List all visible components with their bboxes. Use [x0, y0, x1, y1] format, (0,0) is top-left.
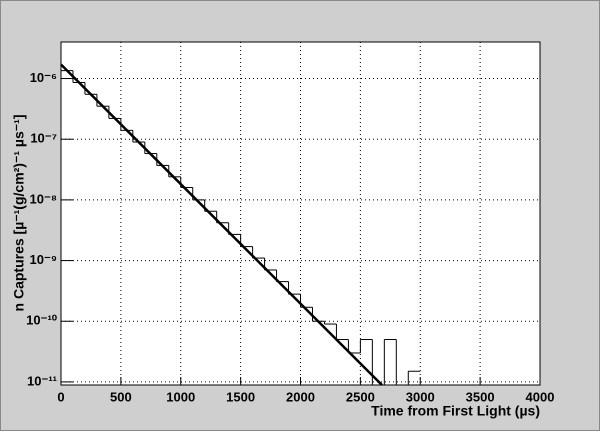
x-tick-label: 500 — [110, 389, 132, 404]
y-tick-label: 10⁻⁹ — [30, 252, 58, 267]
fit-line — [60, 63, 383, 386]
y-tick-label: 10⁻⁸ — [30, 191, 57, 206]
x-tick-label: 1500 — [226, 389, 255, 404]
x-axis-title: Time from First Light (µs) — [371, 403, 540, 419]
x-tick-label: 1000 — [166, 389, 195, 404]
x-tick-label: 4000 — [526, 389, 555, 404]
plot-frame — [60, 41, 541, 386]
y-tick-label: 10⁻⁶ — [30, 70, 57, 85]
x-tick-label: 3500 — [466, 389, 495, 404]
x-tick-label: 2000 — [286, 389, 315, 404]
plot-area — [61, 42, 540, 385]
x-tick-label: 2500 — [346, 389, 375, 404]
y-axis-title: n Captures [µ⁻¹(g/cm²)⁻¹ µs⁻¹] — [11, 115, 27, 312]
x-tick-label: 0 — [57, 389, 64, 404]
y-tick-label: 10⁻¹⁰ — [26, 313, 58, 328]
y-tick-label: 10⁻¹¹ — [27, 373, 57, 388]
x-tick-label: 3000 — [406, 389, 435, 404]
y-tick-label: 10⁻⁷ — [30, 131, 57, 146]
